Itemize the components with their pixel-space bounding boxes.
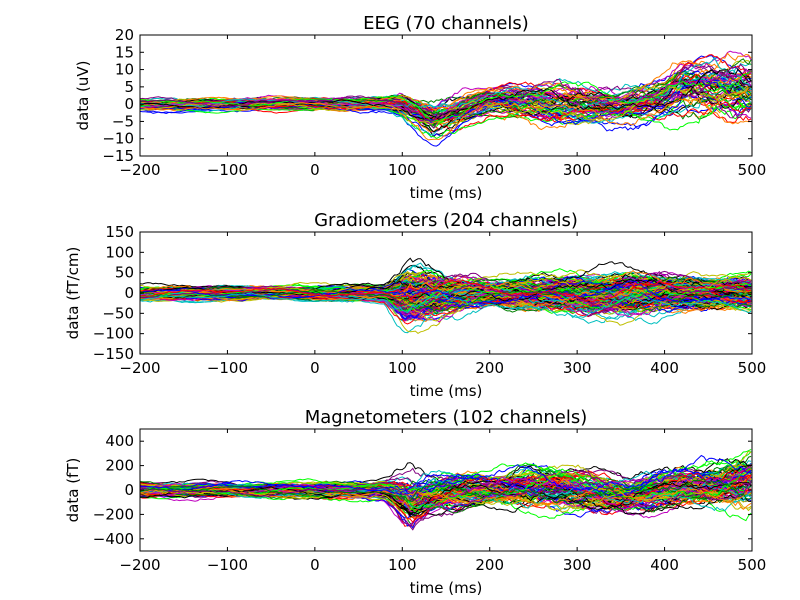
x-tick-label: −200 xyxy=(119,556,160,574)
chart-title: Magnetometers (102 channels) xyxy=(305,407,588,428)
y-tick-label: 400 xyxy=(105,432,134,450)
x-tick-label: 0 xyxy=(310,359,320,377)
y-tick-label: −100 xyxy=(93,325,134,343)
y-tick-label: 15 xyxy=(115,43,134,61)
channel-trace xyxy=(140,467,752,509)
y-tick-label: 20 xyxy=(115,26,134,44)
channel-trace xyxy=(140,454,752,495)
x-tick-label: 200 xyxy=(475,161,504,179)
y-tick-label: −10 xyxy=(102,130,134,148)
channel-trace xyxy=(140,68,752,120)
x-tick-label: 500 xyxy=(738,359,767,377)
y-tick-label: 50 xyxy=(115,264,134,282)
x-tick-label: 400 xyxy=(650,556,679,574)
y-axis-label: data (fT) xyxy=(64,458,82,523)
x-tick-label: 100 xyxy=(388,556,417,574)
panel-2: −200 −100 0 100 200 300 400 500 −150 −100 −50 0 50 10… xyxy=(64,210,766,400)
panel-3: −200 −100 0 100 200 300 400 500 −400 −200 0 200 400 M… xyxy=(64,407,766,597)
y-tick-label: −15 xyxy=(102,147,134,165)
axes-frame xyxy=(139,34,753,157)
x-axis-label: time (ms) xyxy=(410,579,483,597)
x-tick-label: −100 xyxy=(207,359,248,377)
x-tick-label: 300 xyxy=(563,359,592,377)
y-tick-label: 10 xyxy=(115,61,134,79)
x-tick-label: 200 xyxy=(475,556,504,574)
y-tick-label: 150 xyxy=(105,223,134,241)
x-tick-label: 0 xyxy=(310,161,320,179)
x-tick-label: −100 xyxy=(207,556,248,574)
y-tick-label: 0 xyxy=(124,481,134,499)
x-axis-label: time (ms) xyxy=(410,382,483,400)
channel-trace xyxy=(140,478,752,505)
y-tick-label: 0 xyxy=(124,284,134,302)
y-tick-label: 0 xyxy=(124,95,134,113)
chart-title: Gradiometers (204 channels) xyxy=(314,210,578,231)
y-tick-label: 100 xyxy=(105,243,134,261)
channel-trace xyxy=(140,94,752,147)
y-axis-label: data (fT/cm) xyxy=(64,247,82,340)
chart-title: EEG (70 channels) xyxy=(363,13,529,34)
x-tick-label: 300 xyxy=(563,556,592,574)
x-tick-label: 0 xyxy=(310,556,320,574)
x-axis-label: time (ms) xyxy=(410,184,483,202)
x-tick-label: 100 xyxy=(388,359,417,377)
x-tick-label: 400 xyxy=(650,161,679,179)
channel-traces xyxy=(140,50,752,147)
x-tick-label: −200 xyxy=(119,359,160,377)
channel-trace xyxy=(140,279,752,303)
channel-traces xyxy=(140,448,752,531)
channel-trace xyxy=(140,485,752,512)
y-tick-label: 200 xyxy=(105,457,134,475)
y-tick-label: −50 xyxy=(102,304,134,322)
channel-trace xyxy=(140,63,752,122)
channel-trace xyxy=(140,480,752,511)
channel-traces xyxy=(140,257,752,335)
channel-trace xyxy=(140,467,752,510)
y-tick-label: −150 xyxy=(93,345,134,363)
channel-trace xyxy=(140,77,752,138)
y-tick-label: −200 xyxy=(93,505,134,523)
y-axis-label: data (uV) xyxy=(74,60,92,130)
channel-trace xyxy=(140,288,752,312)
x-tick-label: 300 xyxy=(563,161,592,179)
x-tick-label: 500 xyxy=(738,161,767,179)
y-tick-label: 5 xyxy=(124,78,134,96)
channel-trace xyxy=(140,487,752,511)
channel-trace xyxy=(140,467,752,493)
y-tick-label: −400 xyxy=(93,530,134,548)
x-tick-label: 500 xyxy=(738,556,767,574)
channel-trace xyxy=(140,279,752,302)
channel-trace xyxy=(140,86,752,141)
x-tick-label: −100 xyxy=(207,161,248,179)
channel-trace xyxy=(140,292,752,319)
channel-trace xyxy=(140,291,752,322)
x-tick-label: 100 xyxy=(388,161,417,179)
channel-trace xyxy=(140,280,752,306)
y-tick-label: −5 xyxy=(112,112,134,130)
x-tick-label: −200 xyxy=(119,161,160,179)
x-tick-label: 200 xyxy=(475,359,504,377)
x-tick-label: 400 xyxy=(650,359,679,377)
channel-trace xyxy=(140,262,752,295)
panel-1: −200 −100 0 100 200 300 400 500−15−10−505101520… xyxy=(74,13,766,202)
